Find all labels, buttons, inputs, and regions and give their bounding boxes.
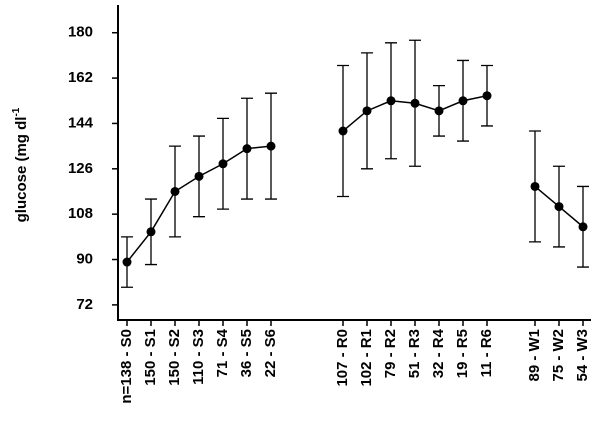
y-tick-label: 162 <box>68 69 93 86</box>
x-tick-label: 19 - R5 <box>454 329 471 378</box>
data-point <box>194 171 204 181</box>
data-point <box>554 202 564 212</box>
x-tick-label: 110 - S3 <box>190 329 207 385</box>
data-point <box>410 98 420 108</box>
data-point <box>434 106 444 116</box>
x-tick-label: 32 - R4 <box>430 328 447 378</box>
x-tick-label: 54 - W3 <box>574 329 591 382</box>
x-tick-label: n=138 - S0 <box>118 329 135 404</box>
data-point <box>170 186 180 196</box>
x-tick-label: 36 - S5 <box>238 329 255 377</box>
data-point <box>122 257 132 267</box>
data-point <box>362 106 372 116</box>
data-point <box>530 181 540 191</box>
data-point <box>338 126 348 136</box>
y-tick-label: 126 <box>68 160 93 177</box>
x-tick-label: 107 - R0 <box>334 329 351 387</box>
data-point <box>482 91 492 101</box>
x-tick-label: 51 - R3 <box>406 329 423 378</box>
x-tick-label: 150 - S2 <box>166 329 183 386</box>
y-tick-label: 72 <box>76 296 93 313</box>
data-point <box>266 141 276 151</box>
data-point <box>578 222 588 232</box>
x-tick-label: 75 - W2 <box>550 329 567 382</box>
x-tick-label: 89 - W1 <box>526 329 543 382</box>
x-tick-label: 102 - R1 <box>358 329 375 387</box>
data-point <box>218 159 228 169</box>
data-point <box>386 96 396 106</box>
y-tick-label: 90 <box>76 250 93 267</box>
data-point <box>458 96 468 106</box>
y-axis-label-main: glucose (mg dl <box>13 117 30 223</box>
y-tick-label: 180 <box>68 24 93 41</box>
y-tick-label: 144 <box>68 114 94 131</box>
x-tick-label: 79 - R2 <box>382 329 399 378</box>
x-tick-label: 150 - S1 <box>142 329 159 386</box>
y-axis-label: glucose (mg dl-1 <box>11 107 30 222</box>
x-tick-label: 71 - S4 <box>214 328 231 377</box>
y-axis-label-sup: -1 <box>11 107 22 116</box>
data-point <box>242 144 252 154</box>
x-tick-label: 22 - S6 <box>262 329 279 377</box>
x-tick-label: 11 - R6 <box>478 329 495 377</box>
data-point <box>146 227 156 237</box>
y-tick-label: 108 <box>68 205 93 222</box>
